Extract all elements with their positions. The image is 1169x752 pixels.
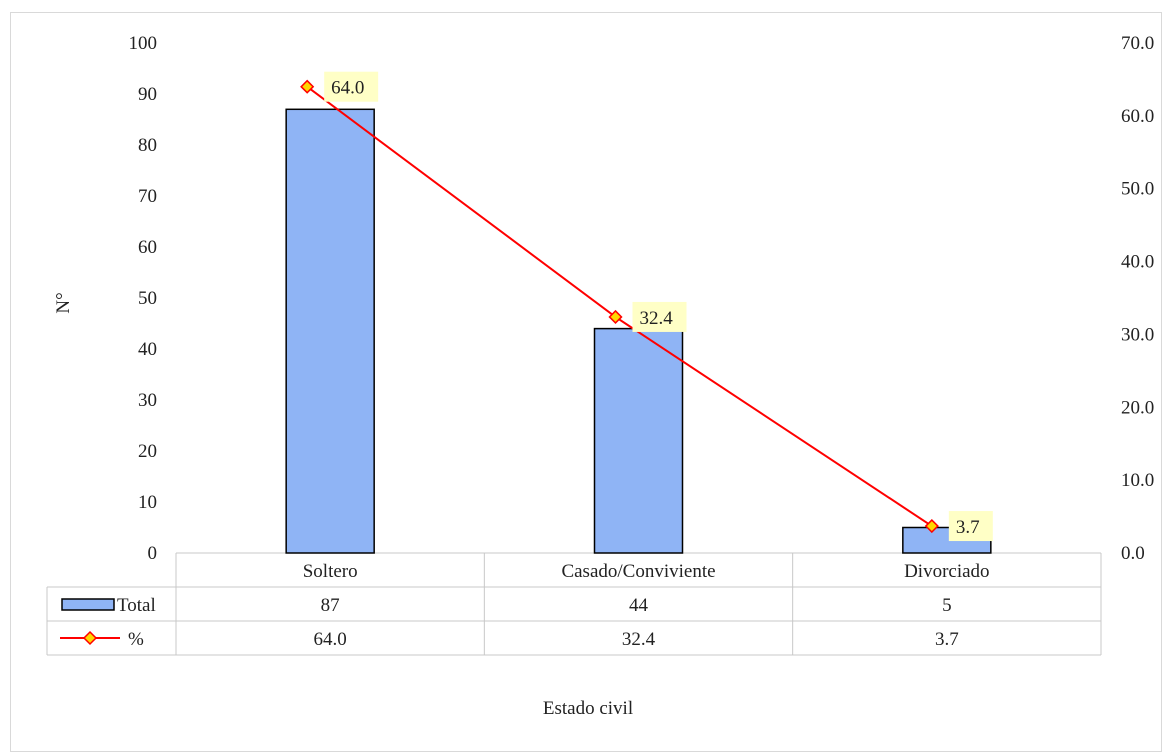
table-cell: 44 xyxy=(629,595,649,616)
data-label: 64.0 xyxy=(331,78,364,99)
y-tick-label: 0 xyxy=(148,543,158,564)
right-axis-ticks: 0.0 10.0 20.0 30.0 40.0 50.0 60.0 70.0 xyxy=(1121,33,1154,564)
y-tick-label: 70 xyxy=(138,186,157,207)
y-tick-label: 30 xyxy=(138,390,157,411)
data-table: Soltero Casado/Conviviente Divorciado Total… xyxy=(46,552,1102,656)
y-tick-label: 90 xyxy=(138,84,157,105)
data-label-box xyxy=(948,511,993,542)
y2-tick-label: 20.0 xyxy=(1121,397,1154,418)
y2-tick-label: 60.0 xyxy=(1121,106,1154,127)
table-cell: 5 xyxy=(942,595,952,616)
bar xyxy=(902,526,992,554)
y-tick-label: 100 xyxy=(129,33,158,54)
y-axis-title: N° xyxy=(53,292,74,313)
y2-tick-label: 30.0 xyxy=(1121,324,1154,345)
y2-tick-label: 70.0 xyxy=(1121,33,1154,54)
data-label: 3.7 xyxy=(956,517,980,538)
y2-tick-label: 40.0 xyxy=(1121,252,1154,273)
bars xyxy=(285,108,992,554)
table-cell: 64.0 xyxy=(314,629,347,650)
legend-key-bar xyxy=(61,598,115,611)
y2-tick-label: 50.0 xyxy=(1121,179,1154,200)
x-tick-label: Casado/Conviviente xyxy=(561,561,715,582)
y-tick-label: 20 xyxy=(138,441,157,462)
bar xyxy=(285,108,375,554)
percent-marker xyxy=(924,518,939,534)
y2-tick-label: 10.0 xyxy=(1121,470,1154,491)
percent-marker xyxy=(608,309,623,325)
data-labels: 64.0 32.4 3.7 xyxy=(324,71,993,542)
percent-marker xyxy=(300,79,315,94)
y2-tick-label: 0.0 xyxy=(1121,543,1145,564)
table-cell: 87 xyxy=(321,595,340,616)
chart-svg: 0 10 20 30 40 50 60 70 80 90 100 0.0 10.0 20.0 30.0 40… xyxy=(46,33,1154,719)
y-tick-label: 80 xyxy=(138,135,157,156)
y-tick-label: 10 xyxy=(138,492,157,513)
table-cell: 3.7 xyxy=(935,629,959,650)
y-tick-label: 60 xyxy=(138,237,157,258)
y-tick-label: 40 xyxy=(138,339,157,360)
bar xyxy=(593,327,684,554)
x-tick-label: Divorciado xyxy=(904,561,989,582)
x-tick-label: Soltero xyxy=(303,561,358,582)
legend-key-marker xyxy=(82,630,98,646)
legend-label: % xyxy=(128,629,144,650)
table-cell: 32.4 xyxy=(622,629,656,650)
data-label-box xyxy=(324,71,379,102)
data-label-box xyxy=(632,301,687,332)
data-label: 32.4 xyxy=(640,308,674,329)
x-axis-title: Estado civil xyxy=(543,698,633,719)
left-axis-ticks: 0 10 20 30 40 50 60 70 80 90 100 xyxy=(129,33,158,564)
legend-label: Total xyxy=(117,595,156,616)
y-tick-label: 50 xyxy=(138,288,157,309)
percent-line xyxy=(300,79,939,534)
